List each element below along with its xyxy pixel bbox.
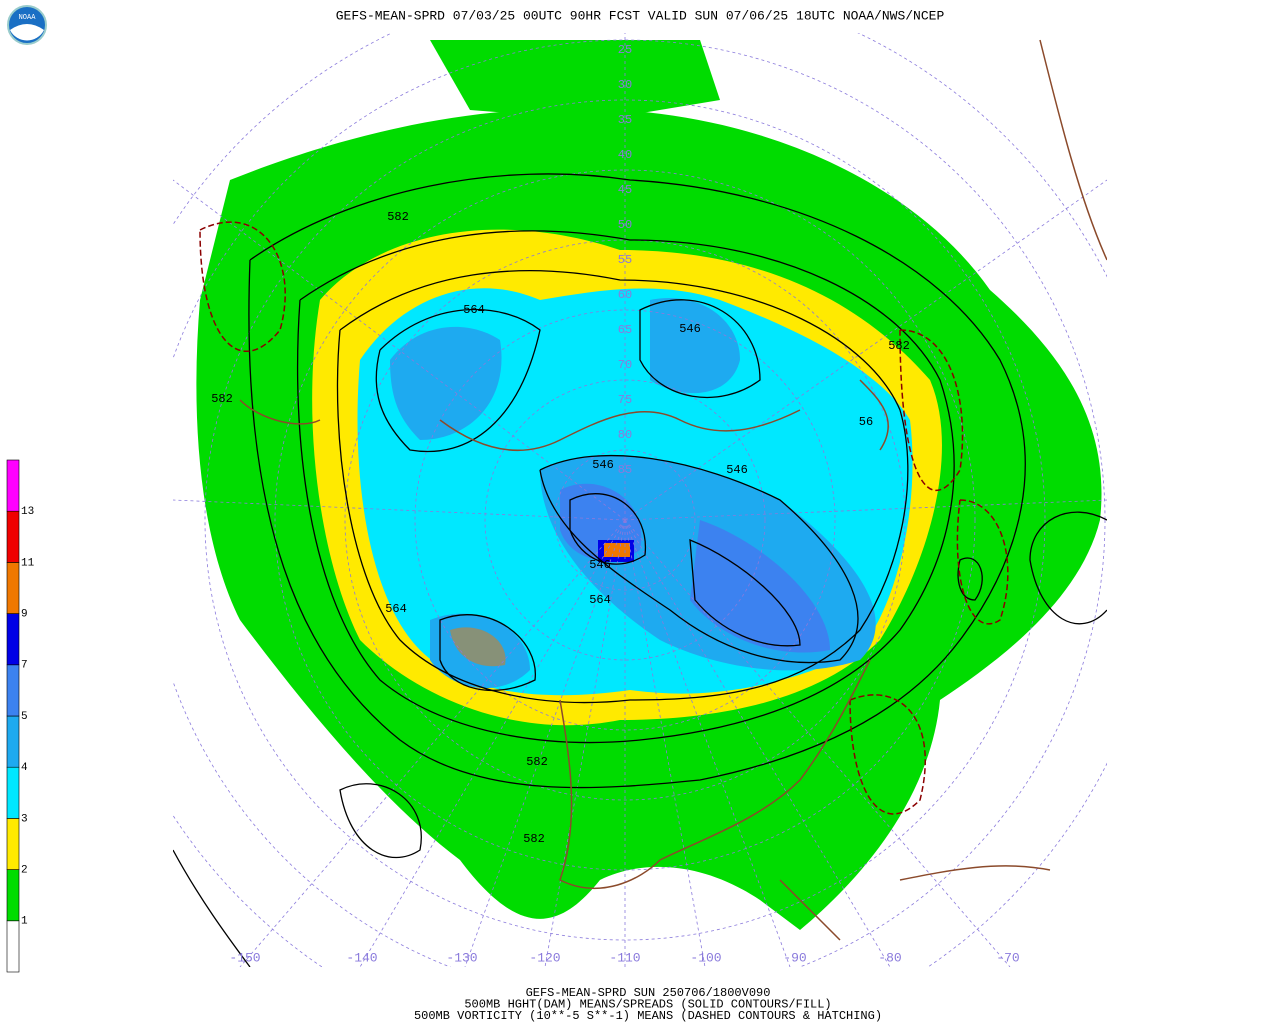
colorbar-label: 7 xyxy=(21,660,28,672)
logo-text: NOAA xyxy=(19,14,37,22)
longitude-label: -130 xyxy=(446,950,477,965)
colorbar-segment xyxy=(6,869,20,922)
colorbar-segment xyxy=(6,664,20,717)
colorbar-label: 11 xyxy=(21,557,35,569)
contour-label: 582 xyxy=(211,392,233,406)
colorbar-segment xyxy=(6,766,20,819)
colorbar-segment xyxy=(6,613,20,666)
contour-label: 582 xyxy=(523,832,545,846)
latitude-label: 80 xyxy=(618,428,632,442)
latitude-label: 60 xyxy=(618,288,632,302)
latitude-label: 45 xyxy=(618,183,632,197)
colorbar-label: 9 xyxy=(21,609,28,621)
colorbar-label: 5 xyxy=(21,711,28,723)
contour-label: 546 xyxy=(679,322,701,336)
longitude-label: -80 xyxy=(878,950,901,965)
latitude-label: 40 xyxy=(618,148,632,162)
colorbar: 1 2 3 4 5 7 9 11 13 xyxy=(6,459,35,973)
colorbar-segment xyxy=(6,562,20,614)
colorbar-segment xyxy=(6,920,20,973)
map xyxy=(173,33,1107,967)
longitude-label: -120 xyxy=(529,950,560,965)
latitude-label: 55 xyxy=(618,253,632,267)
longitude-label: -90 xyxy=(783,950,806,965)
longitude-label: -70 xyxy=(996,950,1019,965)
colorbar-label: 1 xyxy=(21,916,28,928)
logo: NOAA xyxy=(7,5,47,45)
footer-line: 500MB VORTICITY (10**-5 S**-1) MEANS (DA… xyxy=(414,1009,882,1023)
longitude-label: -110 xyxy=(609,950,640,965)
latitude-label: 30 xyxy=(618,78,632,92)
contour-label: 564 xyxy=(589,593,611,607)
contour-label: 56 xyxy=(859,415,873,429)
longitude-label: -150 xyxy=(229,950,260,965)
longitude-label: -100 xyxy=(690,950,721,965)
map-labels: 25 30 35 40 45 50 55 60 65 70 75 80 85 -150 -140 -130 -1… xyxy=(211,43,1020,965)
colorbar-segment xyxy=(6,818,20,870)
latitude-label: 85 xyxy=(618,463,632,477)
contour-label: 582 xyxy=(888,339,910,353)
contour-label: 582 xyxy=(387,210,409,224)
latitude-label: 50 xyxy=(618,218,632,232)
colorbar-segment xyxy=(6,459,20,512)
colorbar-label: 3 xyxy=(21,813,28,825)
colorbar-label: 2 xyxy=(21,865,28,877)
title: GEFS-MEAN-SPRD 07/03/25 00UTC 90HR FCST … xyxy=(336,8,945,23)
contour-label: 564 xyxy=(385,602,407,616)
contour-label: 564 xyxy=(463,303,485,317)
latitude-label: 25 xyxy=(618,43,632,57)
contour-label: 546 xyxy=(726,463,748,477)
footer-line: 500MB HGHT(DAM) MEANS/SPREADS (SOLID CON… xyxy=(464,998,831,1012)
latitude-label: 65 xyxy=(618,323,632,337)
contour-label: 546 xyxy=(589,558,611,572)
contour-label: 546 xyxy=(592,458,614,472)
latitude-label: 75 xyxy=(618,393,632,407)
colorbar-segment xyxy=(6,715,20,768)
colorbar-segment xyxy=(6,510,20,563)
footer-line: GEFS-MEAN-SPRD SUN 250706/1800V090 xyxy=(526,986,771,1000)
contour-label: 582 xyxy=(526,755,548,769)
footer: GEFS-MEAN-SPRD SUN 250706/1800V090500MB … xyxy=(414,986,882,1023)
colorbar-label: 13 xyxy=(21,506,34,518)
colorbar-label: 4 xyxy=(21,762,28,774)
latitude-label: 35 xyxy=(618,113,632,127)
latitude-label: 70 xyxy=(618,358,632,372)
longitude-label: -140 xyxy=(346,950,377,965)
